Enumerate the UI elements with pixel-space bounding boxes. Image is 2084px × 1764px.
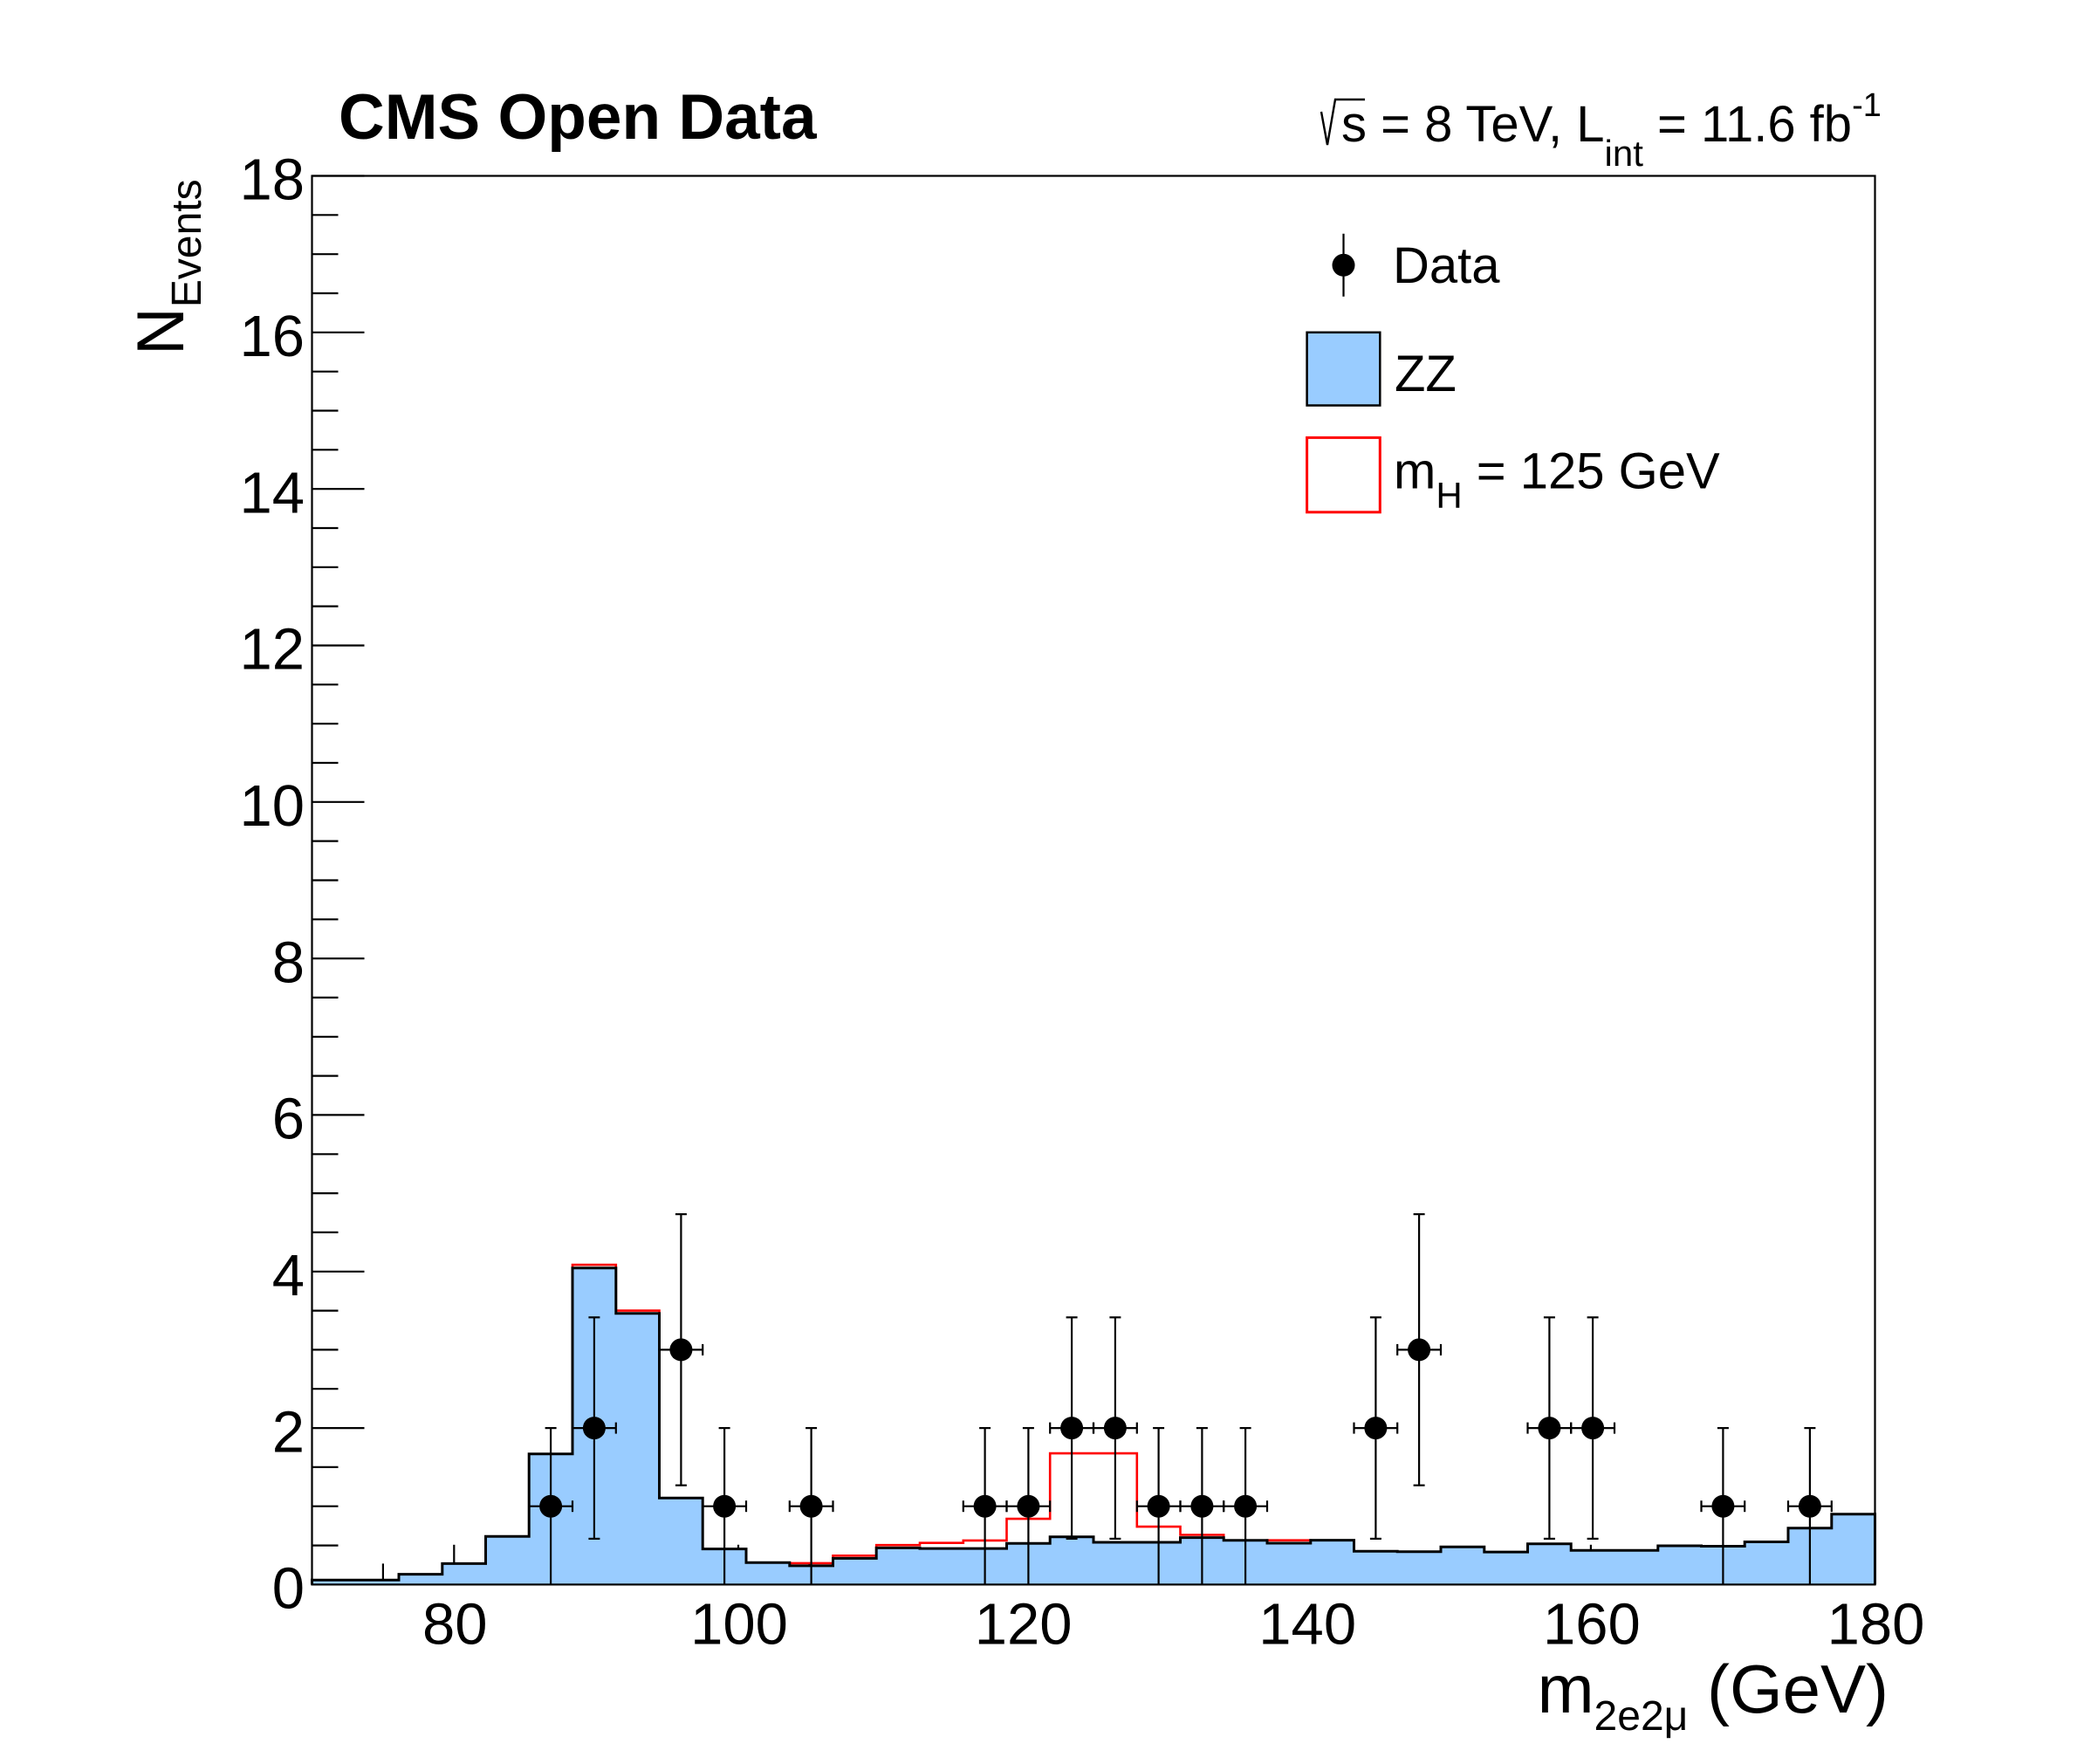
svg-text:180: 180 xyxy=(1827,1592,1925,1658)
svg-text:NEvents: NEvents xyxy=(124,179,210,355)
svg-text:CMS Open Data: CMS Open Data xyxy=(339,82,818,153)
svg-text:16: 16 xyxy=(239,304,305,369)
svg-text:160: 160 xyxy=(1543,1592,1641,1658)
svg-text:8: 8 xyxy=(272,930,305,995)
svg-text:0: 0 xyxy=(272,1556,305,1622)
svg-text:m2e2μ (GeV): m2e2μ (GeV) xyxy=(1538,1651,1889,1740)
svg-text:80: 80 xyxy=(422,1592,488,1658)
svg-text:18: 18 xyxy=(239,148,305,213)
svg-text:2: 2 xyxy=(272,1399,305,1465)
svg-text:120: 120 xyxy=(975,1592,1073,1658)
svg-text:Data: Data xyxy=(1393,237,1500,294)
svg-text:12: 12 xyxy=(239,617,305,683)
svg-text:6: 6 xyxy=(272,1087,305,1152)
svg-text:14: 14 xyxy=(239,460,305,525)
svg-text:100: 100 xyxy=(690,1592,788,1658)
svg-text:ZZ: ZZ xyxy=(1395,346,1457,402)
svg-text:10: 10 xyxy=(239,773,305,839)
svg-text:140: 140 xyxy=(1258,1592,1356,1658)
svg-text:4: 4 xyxy=(272,1243,305,1308)
